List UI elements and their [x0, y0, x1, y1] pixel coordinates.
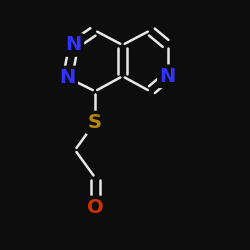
Text: N: N — [60, 68, 76, 87]
Text: N: N — [160, 67, 176, 86]
Text: N: N — [66, 36, 82, 54]
Text: S: S — [88, 113, 102, 132]
Text: O: O — [87, 198, 103, 217]
